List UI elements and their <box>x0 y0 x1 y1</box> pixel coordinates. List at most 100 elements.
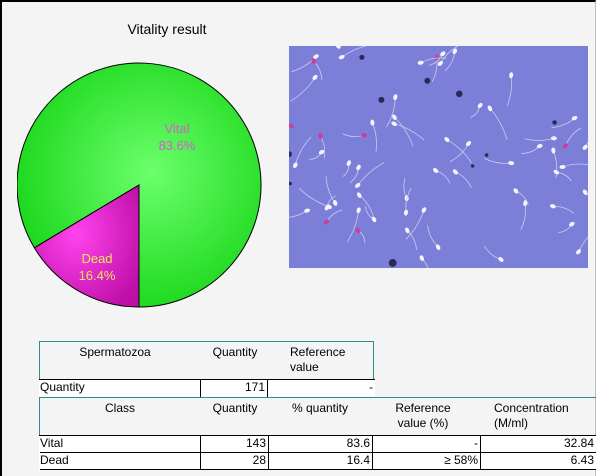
sperm-tail <box>405 187 412 213</box>
sperm-tail <box>357 162 385 186</box>
debris-spot <box>455 90 463 98</box>
debris-spot <box>424 77 431 84</box>
sperm-tail <box>325 175 336 204</box>
debris-spot <box>289 151 292 158</box>
sperm-tail <box>341 46 367 58</box>
sperm-head <box>356 207 361 214</box>
debris-spot <box>552 120 557 125</box>
sperm-head <box>444 137 450 143</box>
t1-row-label: Quantity <box>40 380 85 394</box>
t1-header-spermatozoa: Spermatozoa <box>79 345 151 359</box>
sperm-head <box>318 149 325 155</box>
sperm-head <box>326 204 332 210</box>
debris-spot <box>471 164 475 168</box>
t2-header-reference: Reference value (%) <box>395 401 451 430</box>
sperm-head <box>417 60 424 65</box>
sperm-head <box>571 115 578 121</box>
t2-row-dead-reference: ≥ 58% <box>372 453 480 470</box>
sperm-head <box>576 249 581 255</box>
sperm-head <box>477 102 483 109</box>
sperm-head <box>405 227 410 234</box>
sperm-tail <box>578 236 588 252</box>
dead-sperm-head <box>562 143 568 149</box>
dead-sperm-head <box>318 132 323 139</box>
sperm-head <box>582 144 588 150</box>
sperm-tail <box>403 178 408 199</box>
sperm-head <box>569 221 575 227</box>
sperm-tail <box>394 116 414 147</box>
spermatozoa-table <box>39 341 374 396</box>
sperm-tail <box>346 210 360 243</box>
sperm-tail <box>506 75 513 107</box>
sperm-tail <box>565 127 582 147</box>
sperm-head <box>335 46 341 49</box>
sperm-head <box>293 162 298 169</box>
sperm-tail <box>320 135 326 159</box>
sperm-tail <box>552 205 575 214</box>
sperm-head <box>433 168 439 173</box>
sperm-head <box>355 182 361 188</box>
t2-header-quantity: Quantity <box>212 401 258 415</box>
debris-spot <box>388 259 397 267</box>
sperm-head <box>346 160 352 167</box>
debris-spot <box>378 96 385 103</box>
dead-sperm-head <box>355 227 360 234</box>
sperm-head <box>437 60 443 66</box>
sperm-head <box>551 147 556 154</box>
sperm-tail <box>520 203 527 230</box>
dead-sperm-head <box>434 54 439 61</box>
vitality-pie-chart: Vital 83.6% Dead 16.4% <box>17 62 262 308</box>
sperm-head <box>536 143 543 149</box>
sperm-head <box>356 164 361 171</box>
t2-header-class: Class <box>104 401 135 415</box>
sperm-head <box>391 121 397 126</box>
sperm-head <box>440 51 446 57</box>
sperm-head <box>393 94 398 101</box>
t1-row-quantity: 171 <box>200 380 268 397</box>
sperm-tail <box>405 209 425 240</box>
sperm-head <box>487 105 493 112</box>
debris-spot <box>359 54 365 60</box>
pie-label-vital-value: 83.6% <box>159 138 196 153</box>
sperm-tail <box>584 191 588 196</box>
sperm-head <box>465 141 472 147</box>
sperm-head <box>333 200 338 206</box>
sperm-tail <box>524 137 555 141</box>
sperm-head <box>523 200 528 207</box>
t2-row-vital-concentration: 32.84 <box>480 436 596 453</box>
sperm-head <box>498 257 504 262</box>
t2-row-dead-quantity: 28 <box>200 453 268 470</box>
sperm-tail <box>294 136 312 166</box>
dead-sperm-head <box>289 123 294 129</box>
sperm-head <box>559 165 566 170</box>
dead-sperm-head <box>311 58 316 65</box>
sperm-head <box>582 189 588 195</box>
sperm-head <box>509 72 514 79</box>
sperm-tail <box>484 158 512 164</box>
debris-spot <box>484 153 489 157</box>
sperm-head <box>452 48 458 55</box>
microscope-image <box>289 46 588 268</box>
sperm-head <box>550 136 557 141</box>
t2-row-dead-concentration: 6.43 <box>480 453 596 470</box>
sperm-head <box>419 255 424 262</box>
t1-header-quantity: Quantity <box>212 345 258 359</box>
t2-header-pct: % quantity <box>291 401 349 415</box>
sperm-head <box>403 209 409 216</box>
sperm-head <box>435 244 441 251</box>
sperm-tail <box>427 225 439 248</box>
sperm-head <box>549 204 556 209</box>
dead-sperm-head <box>360 133 367 138</box>
sperm-tail <box>406 230 418 250</box>
sperm-tail <box>359 194 375 218</box>
sperm-head <box>313 54 319 59</box>
debris-spot <box>289 181 292 186</box>
t2-row-dead-pct: 16.4 <box>268 453 372 470</box>
sperm-tail <box>562 163 588 168</box>
t1-row-bg <box>39 379 375 397</box>
t2-row-dead-class: Dead <box>40 453 200 470</box>
sperm-head <box>392 114 397 120</box>
sperm-head <box>370 119 375 126</box>
t2-row-vital-class: Vital <box>40 436 200 453</box>
sperm-head <box>304 208 311 213</box>
